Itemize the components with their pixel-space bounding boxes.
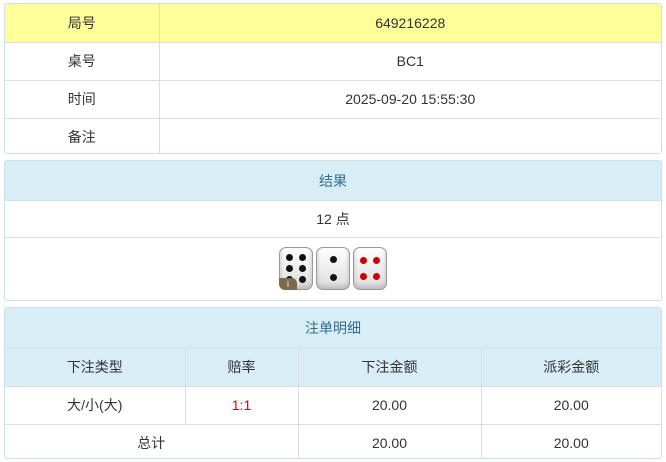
header-bet-type: 下注类型: [5, 348, 186, 387]
remark-value: [158, 117, 661, 153]
die-6: i: [279, 247, 313, 290]
bet-detail-title: 注单明细: [5, 308, 661, 348]
table-number: BC1: [158, 41, 661, 81]
table-row: 桌号 BC1: [5, 41, 661, 81]
result-title: 结果: [5, 161, 661, 201]
pip: [329, 255, 337, 263]
pip: [286, 265, 294, 272]
result-panel: 结果 12 点 i: [4, 160, 662, 301]
header-bet-amount: 下注金额: [297, 348, 482, 387]
total-label: 总计: [5, 423, 299, 458]
total-payout: 20.00: [480, 423, 661, 458]
total-row: 总计 20.00 20.00: [5, 423, 661, 458]
dice-row: i: [5, 238, 661, 299]
total-amount: 20.00: [297, 423, 482, 458]
odds: 1:1: [184, 385, 299, 425]
die-2: [316, 247, 350, 290]
pip: [372, 273, 380, 281]
pip: [298, 265, 306, 272]
pip: [372, 256, 380, 264]
pip: [298, 253, 306, 261]
round-info-panel: 局号 649216228 桌号 BC1 时间 2025-09-20 15:55:30 …: [4, 3, 662, 154]
remark-row: 备注: [5, 117, 661, 153]
label: 局号: [5, 4, 160, 43]
pip: [329, 274, 337, 282]
info-icon[interactable]: i: [279, 278, 297, 290]
label: 桌号: [5, 41, 160, 81]
header-odds: 赔率: [184, 348, 299, 387]
label: 备注: [5, 117, 160, 153]
bet-amount: 20.00: [297, 385, 482, 425]
pip: [360, 256, 368, 264]
die-4: [353, 247, 387, 290]
column-headers: 下注类型 赔率 下注金额 派彩金额: [5, 348, 661, 387]
time-row: 时间 2025-09-20 15:55:30: [5, 79, 661, 119]
bet-row: 大/小(大) 1:1 20.00 20.00: [5, 385, 661, 425]
label: 时间: [5, 79, 160, 119]
pip: [360, 273, 368, 281]
header-payout: 派彩金额: [480, 348, 661, 387]
round-row: 局号 649216228: [5, 4, 661, 43]
round-number: 649216228: [158, 4, 661, 43]
time-value: 2025-09-20 15:55:30: [158, 79, 661, 119]
bet-type: 大/小(大): [5, 385, 186, 425]
payout: 20.00: [480, 385, 661, 425]
bet-detail-panel: 注单明细 下注类型 赔率 下注金额 派彩金额 大/小(大) 1:1 20.00 …: [4, 307, 662, 459]
pip: [298, 276, 306, 284]
result-points: 12 点: [5, 201, 661, 238]
pip: [286, 253, 294, 261]
